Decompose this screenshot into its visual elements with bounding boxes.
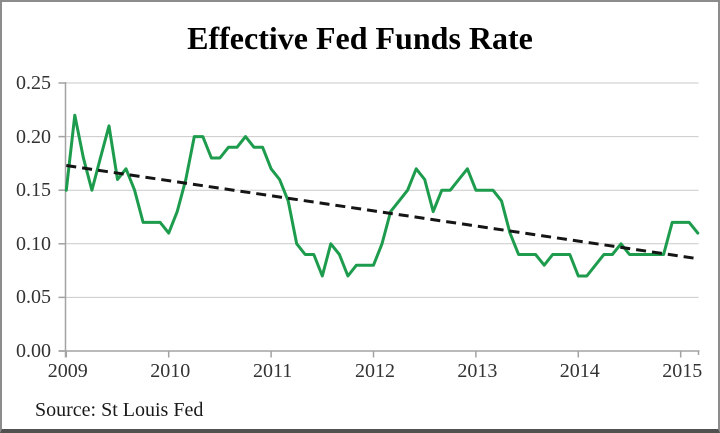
chart-title: Effective Fed Funds Rate [187,20,533,56]
y-tick-label: 0.05 [16,286,51,309]
trend-line [66,164,699,261]
y-tick-label: 0.15 [16,179,51,202]
x-tick-label: 2009 [47,360,88,382]
x-tick-label: 2015 [662,360,703,382]
x-tick-label: 2013 [457,360,498,382]
fed-funds-line [64,113,700,278]
y-tick-label: 0.00 [16,340,51,362]
y-tick-label: 0.10 [16,232,51,255]
source-note: Source: St Louis Fed [35,399,204,421]
y-tick-label: 0.25 [16,72,51,94]
y-tick-label: 0.20 [16,125,51,148]
x-tick-label: 2010 [150,360,191,382]
x-tick-label: 2012 [355,360,395,382]
x-tick-label: 2011 [252,360,293,382]
x-tick-label: 2014 [559,360,600,382]
